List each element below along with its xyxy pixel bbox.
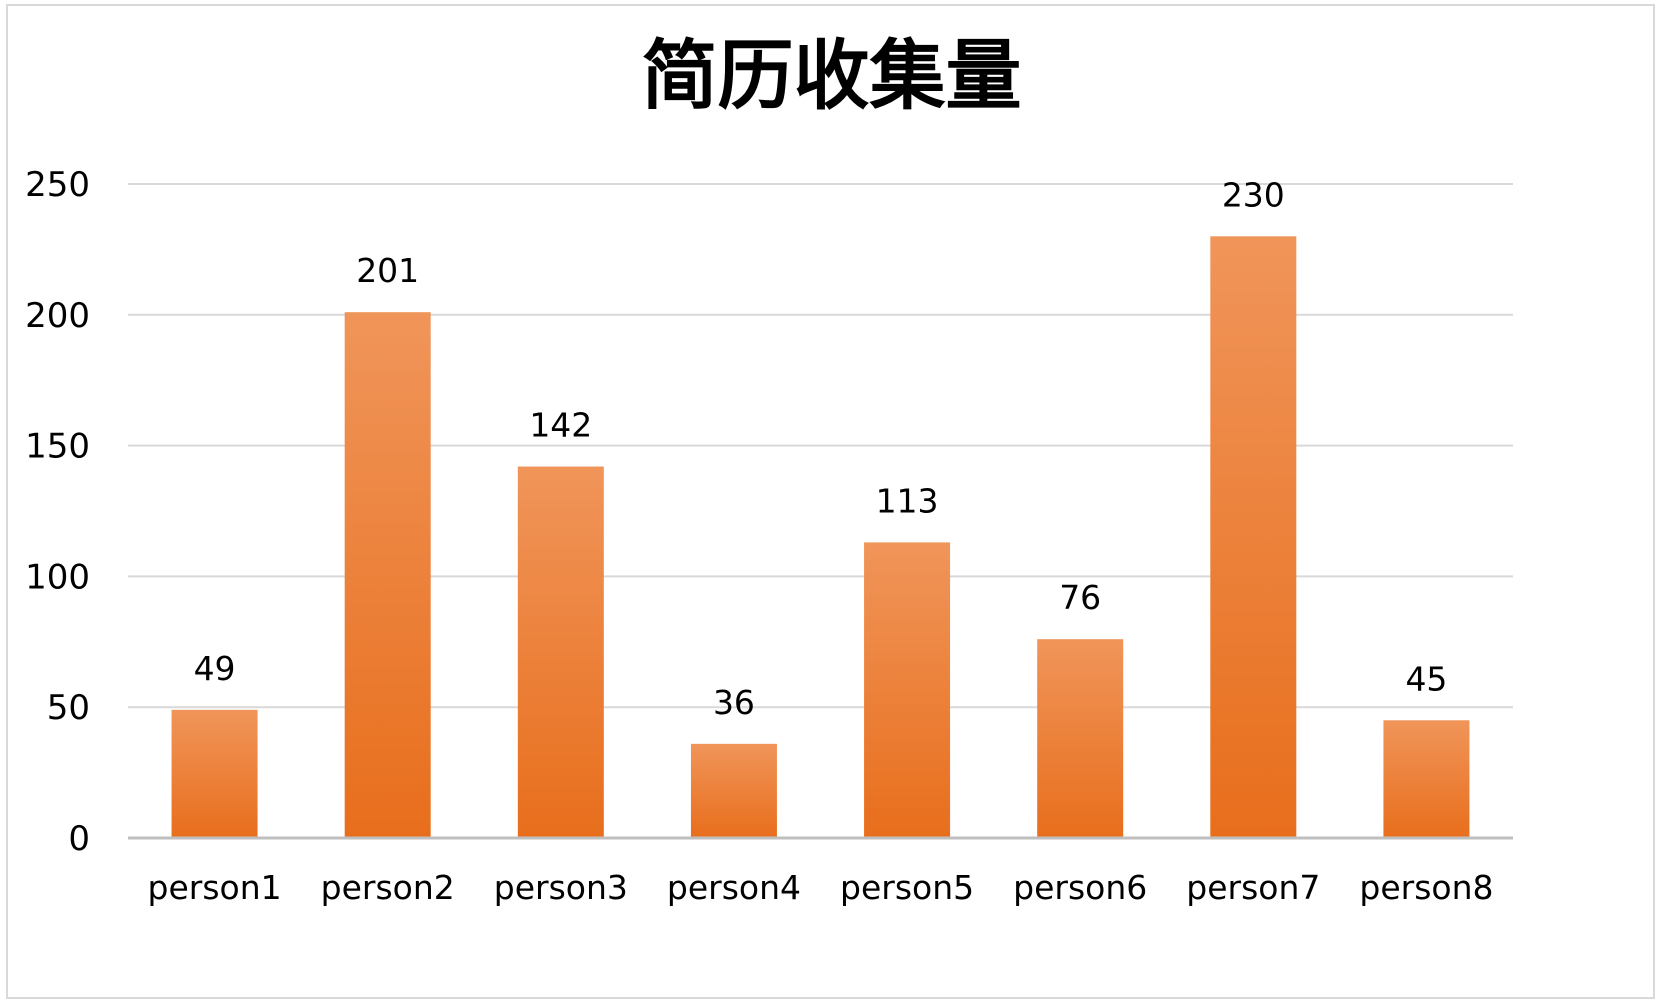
chart-frame xyxy=(6,4,1655,999)
category-label-person6: person6 xyxy=(1013,868,1147,907)
category-label-person1: person1 xyxy=(148,868,282,907)
y-tick-label: 250 xyxy=(25,165,90,205)
bar-person5 xyxy=(864,542,951,838)
category-label-person2: person2 xyxy=(321,868,455,907)
bar-person8 xyxy=(1383,720,1470,838)
bar-person6 xyxy=(1037,639,1124,838)
y-axis-ticks: 0 50 100 150 200 250 xyxy=(25,165,90,859)
data-label-person1: 49 xyxy=(194,649,236,688)
category-label-person3: person3 xyxy=(494,868,628,907)
y-tick-label: 50 xyxy=(47,688,90,728)
y-tick-label: 0 xyxy=(68,819,90,859)
bar-person7 xyxy=(1210,236,1297,838)
category-label-person7: person7 xyxy=(1186,868,1320,907)
bar-person1 xyxy=(171,709,258,838)
gridlines xyxy=(128,183,1513,709)
category-label-person5: person5 xyxy=(840,868,974,907)
data-label-person3: 142 xyxy=(529,406,592,445)
category-labels: person1 person2 person3 person4 person5 perso… xyxy=(148,868,1494,907)
data-label-person4: 36 xyxy=(713,683,755,722)
bar-person4 xyxy=(690,743,777,838)
bar-person3 xyxy=(517,466,604,838)
data-label-person2: 201 xyxy=(356,251,419,290)
y-tick-label: 150 xyxy=(25,427,90,467)
data-labels: 49 201 142 36 113 76 230 45 xyxy=(194,175,1448,722)
bar-person2 xyxy=(344,312,431,839)
category-label-person8: person8 xyxy=(1359,868,1493,907)
category-label-person4: person4 xyxy=(667,868,801,907)
data-label-person5: 113 xyxy=(876,481,939,520)
data-label-person6: 76 xyxy=(1059,578,1101,617)
y-tick-label: 100 xyxy=(25,557,90,597)
data-label-person8: 45 xyxy=(1405,659,1447,698)
y-tick-label: 200 xyxy=(25,296,90,336)
chart-title: 简历收集量 xyxy=(641,31,1022,120)
data-label-person7: 230 xyxy=(1222,175,1285,214)
bars xyxy=(171,236,1470,839)
